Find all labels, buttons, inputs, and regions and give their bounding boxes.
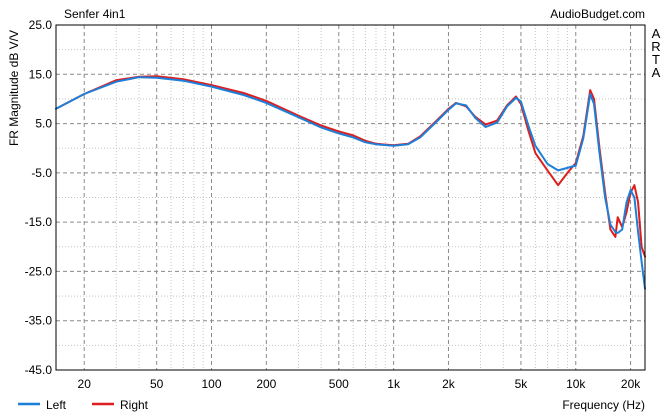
y-tick-label: -15.0 <box>25 215 53 229</box>
tick-labels: 25.0 15.0 5.0 -5.0 -15.0 -25.0 -35.0 -45.0 20 50 1… <box>25 18 642 391</box>
y-tick-label: -5.0 <box>31 166 52 180</box>
y-tick-label: 25.0 <box>29 18 53 32</box>
x-tick-label: 10k <box>566 377 586 391</box>
x-tick-label: 20k <box>621 377 641 391</box>
y-tick-label: 5.0 <box>35 117 52 131</box>
chart-title: Senfer 4in1 <box>64 7 126 21</box>
y-tick-label: 15.0 <box>29 67 53 81</box>
y-tick-label: -45.0 <box>25 363 53 377</box>
y-axis-label: FR Magnitude dB V/V <box>7 30 21 146</box>
x-tick-label: 2k <box>442 377 456 391</box>
x-tick-label: 1k <box>387 377 401 391</box>
legend-label-left: Left <box>46 398 67 412</box>
plot-frame <box>55 24 646 371</box>
series-lines <box>55 75 646 290</box>
x-tick-label: 50 <box>150 377 164 391</box>
legend: Left Right <box>18 398 149 412</box>
legend-label-right: Right <box>120 398 149 412</box>
series-line-right <box>55 75 646 258</box>
x-tick-label: 100 <box>201 377 221 391</box>
x-tick-label: 200 <box>256 377 276 391</box>
x-tick-label: 20 <box>78 377 92 391</box>
x-axis-label: Frequency (Hz) <box>562 398 645 412</box>
y-tick-label: -25.0 <box>25 264 53 278</box>
side-label-letter: R <box>651 39 660 54</box>
series-line-left <box>55 76 646 290</box>
side-label-letter: A <box>652 26 661 41</box>
side-label-letter: T <box>652 52 660 67</box>
x-tick-label: 500 <box>329 377 349 391</box>
side-label: A R T A <box>651 26 660 80</box>
side-label-letter: A <box>652 65 661 80</box>
y-tick-label: -35.0 <box>25 314 53 328</box>
x-tick-label: 5k <box>515 377 529 391</box>
watermark-text: AudioBudget.com <box>550 7 645 21</box>
